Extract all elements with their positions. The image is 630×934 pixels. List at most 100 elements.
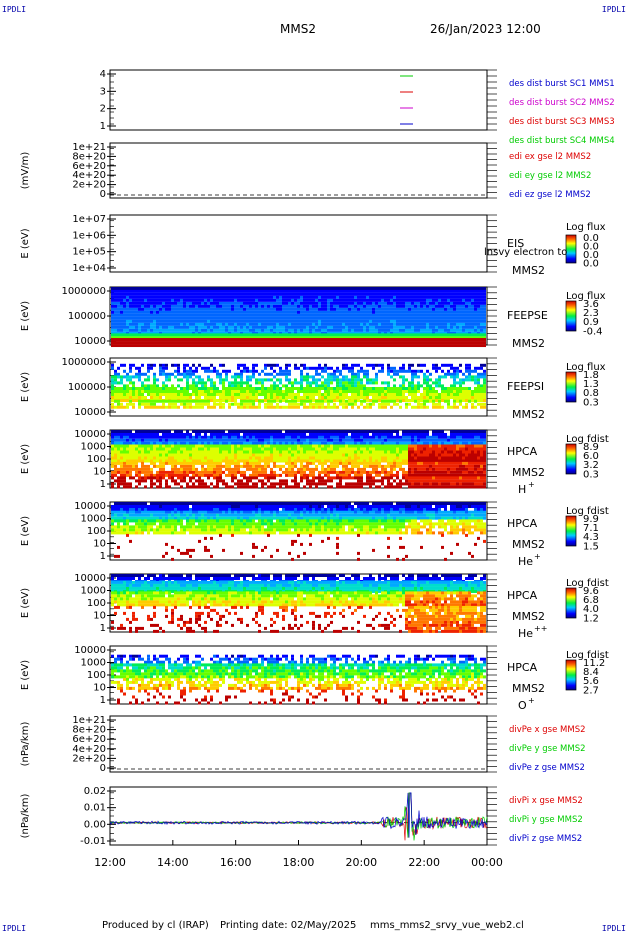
- heatmap-cell: [207, 369, 210, 373]
- heatmap-cell: [243, 363, 246, 367]
- heatmap-cell: [111, 438, 114, 442]
- heatmap-cell: [435, 393, 438, 396]
- heatmap-cell: [168, 301, 171, 305]
- heatmap-cell: [165, 450, 168, 454]
- heatmap-cell: [138, 307, 141, 311]
- heatmap-cell: [348, 399, 351, 403]
- heatmap-cell: [228, 301, 231, 305]
- heatmap-cell: [162, 372, 165, 376]
- heatmap-cell: [330, 381, 333, 385]
- heatmap-cell: [171, 287, 174, 290]
- y-axis-label: E (eV): [20, 228, 31, 258]
- heatmap-cell: [177, 467, 180, 471]
- heatmap-cell: [330, 304, 333, 308]
- heatmap-cell: [135, 325, 138, 329]
- heatmap-cell: [243, 310, 246, 314]
- heatmap-cell: [225, 328, 228, 332]
- heatmap-cell: [450, 292, 453, 296]
- heatmap-cell: [210, 341, 213, 345]
- heatmap-cell: [375, 396, 378, 399]
- heatmap-cell: [159, 444, 162, 448]
- heatmap-cell: [177, 378, 180, 382]
- heatmap-cell: [198, 316, 201, 320]
- heatmap-cell: [183, 447, 186, 451]
- heatmap-cell: [411, 336, 414, 340]
- heatmap-cell: [141, 372, 144, 376]
- heatmap-cell: [435, 399, 438, 402]
- heatmap-cell: [471, 344, 474, 348]
- heatmap-cell: [465, 405, 468, 409]
- heatmap-cell: [375, 363, 378, 367]
- heatmap-cell: [435, 390, 438, 393]
- heatmap-cell: [444, 322, 447, 326]
- heatmap-cell: [198, 381, 201, 385]
- heatmap-cell: [228, 387, 231, 390]
- heatmap-cell: [111, 402, 114, 406]
- heatmap-cell: [153, 450, 156, 454]
- heatmap-cell: [366, 319, 369, 323]
- heatmap-cell: [177, 295, 180, 299]
- heatmap-cell: [138, 304, 141, 308]
- heatmap-cell: [465, 396, 468, 399]
- heatmap-cell: [411, 292, 414, 296]
- heatmap-cell: [114, 387, 117, 390]
- heatmap-cell: [237, 384, 240, 388]
- heatmap-cell: [471, 375, 474, 379]
- heatmap-cell: [342, 287, 345, 290]
- heatmap-cell: [318, 316, 321, 320]
- heatmap-cell: [138, 441, 141, 445]
- heatmap-cell: [417, 396, 420, 399]
- heatmap-cell: [249, 319, 252, 323]
- heatmap-cell: [396, 344, 399, 348]
- heatmap-cell: [162, 325, 165, 329]
- y-axis-label: (mV/m): [20, 152, 31, 190]
- heatmap-cell: [438, 319, 441, 323]
- heatmap-cell: [135, 438, 138, 442]
- heatmap-cell: [258, 292, 261, 296]
- heatmap-cell: [318, 313, 321, 317]
- heatmap-cell: [474, 307, 477, 311]
- heatmap-cell: [273, 307, 276, 311]
- heatmap-cell: [129, 381, 132, 385]
- heatmap-cell: [471, 313, 474, 317]
- heatmap-cell: [255, 399, 258, 402]
- heatmap-cell: [114, 313, 117, 317]
- heatmap-cell: [414, 336, 417, 340]
- heatmap-cell: [147, 366, 150, 370]
- heatmap-cell: [291, 287, 294, 290]
- heatmap-cell: [336, 344, 339, 348]
- heatmap-cell: [294, 381, 297, 385]
- heatmap-cell: [114, 295, 117, 299]
- heatmap-cell: [264, 405, 267, 409]
- heatmap-cell: [441, 295, 444, 299]
- heatmap-cell: [153, 441, 156, 445]
- heatmap-cell: [426, 310, 429, 314]
- heatmap-cell: [252, 289, 255, 293]
- heatmap-cell: [213, 447, 216, 451]
- heatmap-cell: [402, 322, 405, 326]
- heatmap-cell: [318, 298, 321, 302]
- heatmap-cell: [225, 378, 228, 382]
- heatmap-cell: [180, 319, 183, 323]
- heatmap-cell: [264, 319, 267, 323]
- heatmap-cell: [186, 344, 189, 348]
- heatmap-cell: [249, 287, 252, 290]
- heatmap-cell: [327, 336, 330, 340]
- heatmap-cell: [270, 325, 273, 329]
- heatmap-cell: [384, 298, 387, 302]
- heatmap-cell: [204, 338, 207, 342]
- heatmap-cell: [339, 289, 342, 293]
- heatmap-cell: [300, 328, 303, 332]
- heatmap-cell: [168, 399, 171, 403]
- heatmap-cell: [240, 333, 243, 337]
- heatmap-cell: [273, 301, 276, 305]
- heatmap-cell: [447, 363, 450, 367]
- heatmap-cell: [351, 405, 354, 409]
- heatmap-cell: [198, 325, 201, 329]
- heatmap-cell: [429, 336, 432, 340]
- heatmap-cell: [189, 319, 192, 323]
- heatmap-cell: [219, 372, 222, 376]
- heatmap-cell: [384, 338, 387, 342]
- heatmap-cell: [261, 341, 264, 345]
